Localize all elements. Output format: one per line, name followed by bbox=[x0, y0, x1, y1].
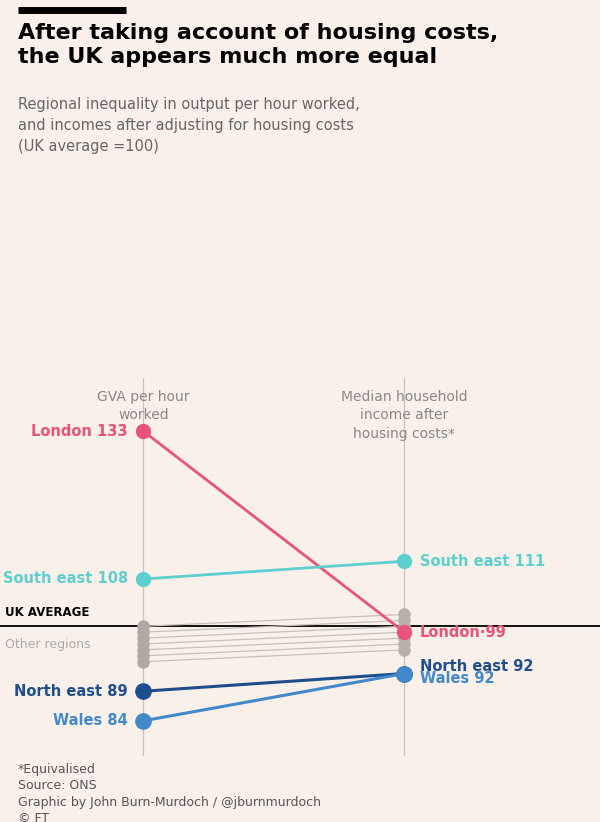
Text: Median household
income after
housing costs*: Median household income after housing co… bbox=[341, 390, 467, 441]
Text: UK AVERAGE: UK AVERAGE bbox=[5, 606, 89, 619]
Text: Regional inequality in output per hour worked,
and incomes after adjusting for h: Regional inequality in output per hour w… bbox=[18, 97, 360, 154]
Text: After taking account of housing costs,
the UK appears much more equal: After taking account of housing costs, t… bbox=[18, 23, 498, 67]
Text: North east 92: North east 92 bbox=[420, 659, 533, 674]
Text: Wales 84: Wales 84 bbox=[53, 713, 128, 728]
Text: Wales 92: Wales 92 bbox=[420, 671, 494, 686]
Text: North east 89: North east 89 bbox=[14, 684, 128, 699]
Text: South east 111: South east 111 bbox=[420, 554, 545, 569]
Text: © FT: © FT bbox=[18, 812, 49, 822]
Text: Source: ONS: Source: ONS bbox=[18, 779, 97, 792]
Text: Other regions: Other regions bbox=[5, 638, 91, 651]
Text: Graphic by John Burn-Murdoch / @jburnmurdoch: Graphic by John Burn-Murdoch / @jburnmur… bbox=[18, 796, 321, 809]
Text: London 133: London 133 bbox=[31, 424, 128, 439]
Text: South east 108: South east 108 bbox=[2, 571, 128, 586]
Text: London·99: London·99 bbox=[420, 625, 507, 640]
Text: GVA per hour
worked: GVA per hour worked bbox=[97, 390, 190, 423]
Text: *Equivalised: *Equivalised bbox=[18, 763, 96, 776]
